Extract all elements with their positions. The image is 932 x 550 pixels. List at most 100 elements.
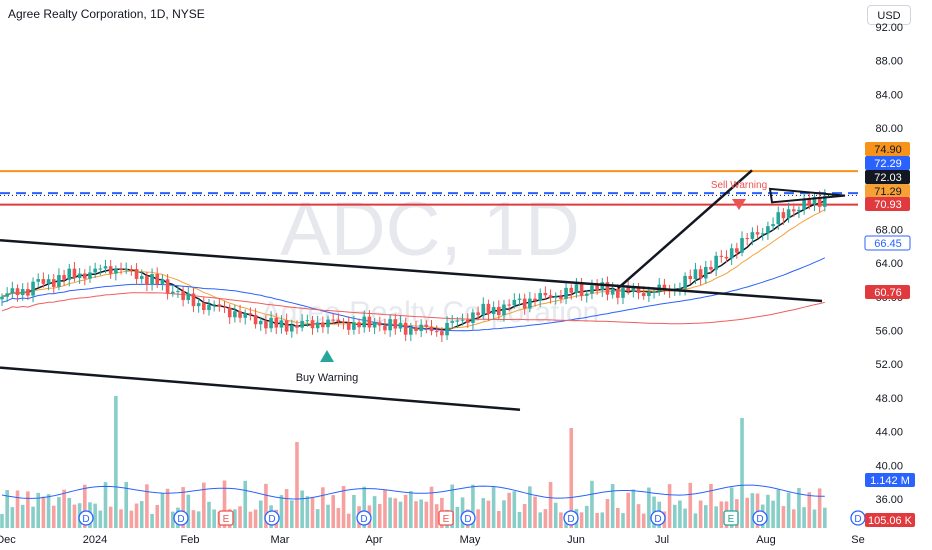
volume-bar (698, 500, 703, 528)
y-tick-label: 80.00 (875, 123, 903, 135)
volume-bar (641, 513, 646, 528)
price-tag-label: 70.93 (874, 199, 902, 211)
volume-tag: 1.142 M (865, 473, 915, 487)
volume-tag-bg (865, 513, 915, 527)
volume-bar (771, 500, 775, 528)
volume-bar (528, 486, 532, 528)
volume-tag: 105.06 K (865, 513, 915, 527)
event-marker: D (78, 510, 94, 526)
price-tag-bg (865, 170, 910, 184)
candle-body (202, 303, 206, 311)
candle-body (766, 226, 770, 234)
volume-bar (196, 511, 201, 528)
volume-bar (802, 507, 806, 528)
candle-body (67, 268, 72, 280)
volume-bar (346, 513, 351, 528)
volume-bar (755, 493, 760, 528)
candle-body (522, 298, 527, 309)
volume-bar (67, 497, 72, 528)
event-marker: D (563, 510, 579, 526)
candle-body (362, 316, 367, 328)
volume-bar (315, 509, 320, 528)
volume-bar (543, 509, 548, 528)
volume-bar (672, 504, 677, 528)
candle-body (590, 285, 594, 294)
candle-body (409, 327, 413, 335)
candle-body (290, 325, 294, 332)
volume-bar (321, 487, 325, 528)
candle-body (274, 317, 279, 328)
candle-body (605, 282, 610, 295)
y-tick-label: 64.00 (875, 258, 903, 270)
candle-body (93, 268, 97, 273)
ma-orange (1, 209, 826, 330)
candle-body (564, 287, 568, 299)
event-marker-letter: E (443, 514, 450, 525)
candle-body (709, 266, 713, 270)
event-marker: E (723, 510, 739, 526)
candle-body (269, 317, 273, 329)
volume-bar (693, 513, 698, 528)
candle-body (647, 292, 651, 297)
candle-body (41, 279, 46, 284)
candle-body (569, 287, 574, 293)
candle-body (445, 322, 449, 336)
volume-bar (559, 512, 563, 528)
candle-body (714, 255, 718, 270)
volume-bar (253, 509, 258, 528)
volume-bar (170, 511, 175, 528)
candle-body (621, 287, 625, 298)
candle-body (336, 319, 341, 322)
candle-body (610, 288, 615, 295)
candle-body (295, 325, 299, 328)
event-marker-letter: D (567, 514, 574, 525)
volume-tag-label: 1.142 M (870, 475, 910, 487)
volume-bar (372, 496, 377, 528)
candle-body (305, 320, 310, 322)
volume-bar (647, 487, 651, 528)
volume-bar (807, 492, 812, 528)
x-tick-label: Feb (181, 534, 200, 546)
candle-body (424, 324, 429, 327)
candle-body (683, 275, 687, 289)
dividend-icon (563, 510, 579, 526)
candle-body (616, 288, 620, 298)
candle-body (729, 248, 734, 259)
volume-bar (419, 499, 423, 528)
event-marker: D (356, 510, 372, 526)
sell-warning-marker (732, 199, 746, 210)
volume-bar (548, 482, 553, 528)
candle-body (15, 288, 20, 296)
candle-body (652, 291, 656, 293)
event-marker: D (650, 510, 666, 526)
volume-bar (616, 508, 620, 528)
candle-body (103, 266, 108, 269)
volume-bar (119, 509, 123, 528)
volume-bar (786, 492, 791, 528)
candle-body (434, 331, 439, 333)
volume-bar (326, 504, 330, 528)
volume-bar (823, 507, 827, 528)
x-tick-label: Se (851, 534, 864, 546)
y-tick-label: 92.00 (875, 22, 903, 34)
candle-body (279, 320, 284, 328)
dividend-icon (78, 510, 94, 526)
candle-body (72, 268, 77, 279)
candle-body (481, 303, 486, 315)
candle-body (553, 296, 558, 298)
volume-bar (36, 492, 41, 528)
volume-bar (393, 498, 398, 528)
candle-body (817, 196, 822, 207)
volume-bar (688, 482, 693, 528)
candle-body (196, 303, 201, 307)
x-tick-label: Apr (365, 534, 382, 546)
candle-body (543, 292, 548, 296)
currency-button[interactable]: USD (867, 5, 911, 25)
breakout-line (617, 169, 753, 290)
volume-bar (238, 506, 242, 528)
volume-bar (191, 510, 196, 528)
candle-body (403, 322, 408, 335)
volume-bar (678, 500, 682, 528)
price-tag: 66.45 (864, 235, 911, 251)
